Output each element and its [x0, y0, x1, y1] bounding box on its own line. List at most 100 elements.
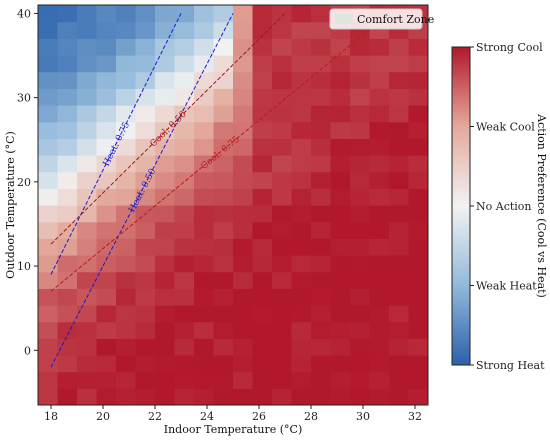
- heatmap-cell: [135, 305, 156, 323]
- heatmap-cell: [272, 355, 293, 373]
- heatmap-cell: [194, 288, 215, 306]
- heatmap-cell: [389, 88, 410, 106]
- heatmap-cell: [330, 355, 351, 373]
- heatmap-cell: [77, 5, 98, 23]
- heatmap-cell: [389, 271, 410, 289]
- heatmap-cell: [350, 355, 371, 373]
- heatmap-cell: [77, 55, 98, 73]
- heatmap-cell: [77, 255, 98, 273]
- heatmap-cell: [135, 138, 156, 156]
- heatmap-cell: [194, 321, 215, 339]
- heatmap-cell: [272, 155, 293, 173]
- heatmap-cell: [116, 288, 137, 306]
- heatmap-cell: [77, 205, 98, 223]
- heatmap-cell: [252, 171, 273, 189]
- heatmap-cell: [96, 238, 117, 256]
- heatmap-cell: [38, 305, 59, 323]
- heatmap-cell: [213, 338, 234, 356]
- heatmap-cell: [57, 205, 78, 223]
- heatmap-cell: [291, 38, 312, 56]
- heatmap-cell: [174, 288, 195, 306]
- heatmap-cell: [311, 105, 332, 123]
- heatmap-cell: [330, 105, 351, 123]
- heatmap-cell: [38, 121, 59, 139]
- heatmap-cell: [213, 271, 234, 289]
- heatmap-cell: [272, 171, 293, 189]
- heatmap-cell: [408, 55, 428, 73]
- heatmap-cell: [174, 5, 195, 23]
- heatmap-cell: [369, 371, 390, 389]
- heatmap-cell: [389, 371, 410, 389]
- heatmap-cell: [116, 55, 137, 73]
- heatmap-cell: [57, 88, 78, 106]
- heatmap-cell: [272, 205, 293, 223]
- heatmap-cell: [116, 238, 137, 256]
- heatmap-cell: [96, 88, 117, 106]
- heatmap-cell: [135, 21, 156, 39]
- heatmap-cell: [291, 271, 312, 289]
- heatmap-cell: [116, 255, 137, 273]
- y-tick-label: 40: [17, 7, 31, 20]
- heatmap-cell: [350, 121, 371, 139]
- heatmap-cell: [369, 155, 390, 173]
- heatmap-cell: [408, 355, 428, 373]
- heatmap-cell: [389, 321, 410, 339]
- heatmap-cell: [272, 321, 293, 339]
- heatmap-cell: [408, 238, 428, 256]
- heatmap-cell: [408, 71, 428, 89]
- heatmap-cell: [389, 205, 410, 223]
- heatmap-cell: [408, 188, 428, 206]
- heatmap-cell: [408, 171, 428, 189]
- heatmap-cell: [135, 271, 156, 289]
- heatmap-cell: [116, 138, 137, 156]
- heatmap-cell: [389, 221, 410, 239]
- heatmap-cell: [408, 338, 428, 356]
- heatmap-cell: [155, 221, 176, 239]
- colorbar-gradient: [451, 46, 471, 366]
- heatmap-cell: [330, 188, 351, 206]
- heatmap-cell: [252, 371, 273, 389]
- heatmap-cell: [116, 5, 137, 23]
- heatmap-cell: [233, 55, 254, 73]
- heatmap-cell: [272, 255, 293, 273]
- heatmap-cell: [38, 171, 59, 189]
- heatmap-cell: [116, 271, 137, 289]
- heatmap-cell: [369, 205, 390, 223]
- heatmap-cell: [369, 255, 390, 273]
- heatmap-cell: [311, 121, 332, 139]
- heatmap-cell: [77, 138, 98, 156]
- heatmap-cell: [96, 355, 117, 373]
- heatmap-cell: [291, 305, 312, 323]
- heatmap-cell: [272, 338, 293, 356]
- heatmap-cell: [213, 221, 234, 239]
- heatmap-cell: [330, 88, 351, 106]
- heatmap-cell: [408, 321, 428, 339]
- heatmap-cell: [96, 205, 117, 223]
- heatmap-cell: [135, 5, 156, 23]
- heatmap-cell: [272, 121, 293, 139]
- heatmap-cell: [330, 271, 351, 289]
- heatmap-cell: [389, 338, 410, 356]
- heatmap-cell: [213, 355, 234, 373]
- heatmap-cell: [408, 305, 428, 323]
- heatmap-cell: [57, 271, 78, 289]
- heatmap-cell: [330, 205, 351, 223]
- heatmap-cell: [135, 38, 156, 56]
- heatmap-cell: [116, 105, 137, 123]
- heatmap-cell: [408, 221, 428, 239]
- heatmap-cell: [330, 338, 351, 356]
- heatmap-cell: [233, 371, 254, 389]
- heatmap-cell: [369, 105, 390, 123]
- heatmap-cell: [311, 155, 332, 173]
- heatmap-cell: [155, 238, 176, 256]
- heatmap-cell: [38, 155, 59, 173]
- heatmap-cell: [233, 355, 254, 373]
- heatmap-cell: [369, 171, 390, 189]
- heatmap-cell: [174, 38, 195, 56]
- heatmap-cell: [408, 371, 428, 389]
- heatmap-cell: [389, 55, 410, 73]
- heatmap-cell: [213, 371, 234, 389]
- heatmap-cell: [174, 121, 195, 139]
- heatmap-cell: [155, 105, 176, 123]
- heatmap-cell: [311, 388, 332, 405]
